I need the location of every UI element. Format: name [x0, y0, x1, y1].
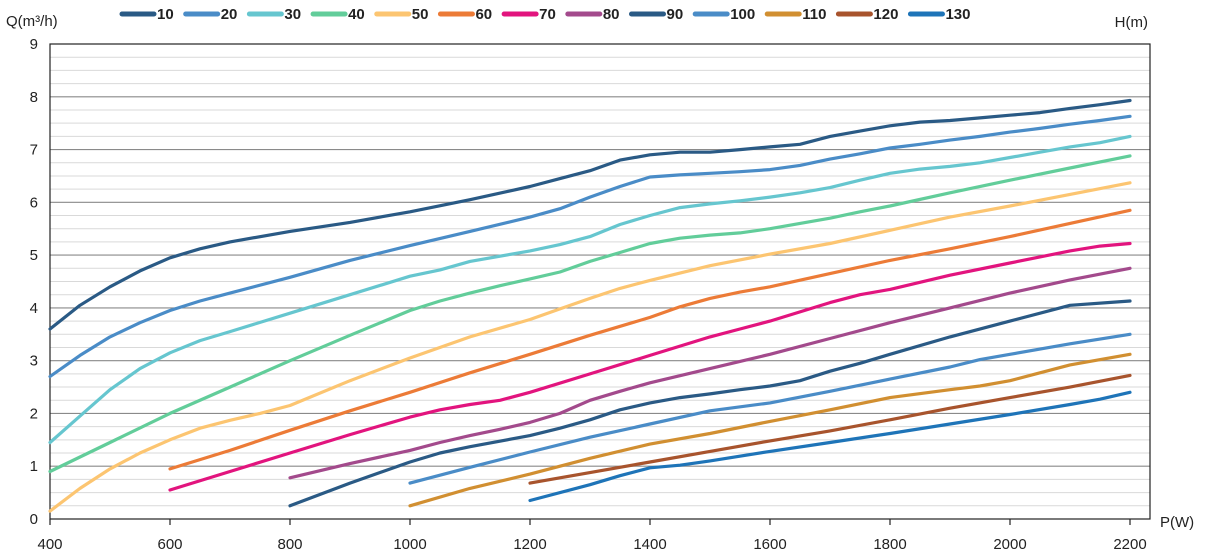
- series-line-20: [48, 114, 1132, 379]
- series-line-80: [288, 266, 1132, 480]
- minor-gridlines: [50, 56, 1150, 507]
- plot-frame: [49, 43, 1151, 520]
- legend-label: 90: [667, 6, 684, 23]
- legend-item-80: 80: [565, 6, 620, 23]
- y-tick-label: 9: [30, 36, 38, 53]
- x-tick-label: 1200: [513, 536, 546, 553]
- legend-label: 20: [221, 6, 238, 23]
- series-line-90: [288, 299, 1132, 508]
- series-line-130: [528, 390, 1132, 503]
- legend-label: 50: [412, 6, 429, 23]
- y-tick-label: 7: [30, 142, 38, 159]
- legend-label: 110: [802, 6, 826, 23]
- legend-item-100: 100: [692, 6, 755, 23]
- legend-title: H(m): [1115, 14, 1148, 31]
- y-tick-label: 0: [30, 511, 38, 528]
- series-line-110: [408, 352, 1132, 508]
- x-tick-label: 1600: [753, 536, 786, 553]
- y-tick-label: 4: [30, 300, 38, 317]
- legend: 10 20 30 40 50 60 70 80 90 100 110 120 130: [119, 6, 970, 23]
- legend-item-90: 90: [629, 6, 684, 23]
- legend-label: 30: [284, 6, 301, 23]
- x-tick-labels: 400 600 800 1000 1200 1400 1600 1800 2000 2200: [37, 519, 1147, 553]
- series-line-120: [528, 373, 1132, 485]
- legend-item-130: 130: [907, 6, 970, 23]
- legend-item-120: 120: [835, 6, 898, 23]
- legend-item-110: 110: [764, 6, 826, 23]
- x-tick-label: 2200: [1113, 536, 1146, 553]
- series-line-40: [48, 154, 1132, 474]
- x-tick-label: 600: [157, 536, 182, 553]
- legend-item-10: 10: [119, 6, 174, 23]
- legend-item-50: 50: [374, 6, 429, 23]
- legend-label: 100: [730, 6, 755, 23]
- x-tick-label: 800: [277, 536, 302, 553]
- y-tick-label: 5: [30, 247, 38, 264]
- legend-label: 70: [539, 6, 556, 23]
- x-tick-label: 1000: [393, 536, 426, 553]
- legend-label: 40: [348, 6, 365, 23]
- series-line-100: [408, 332, 1132, 485]
- y-tick-label: 1: [30, 458, 38, 475]
- legend-item-40: 40: [310, 6, 365, 23]
- legend-item-70: 70: [501, 6, 556, 23]
- legend-item-60: 60: [437, 6, 492, 23]
- legend-label: 80: [603, 6, 620, 23]
- y-tick-labels: 0 1 2 3 4 5 6 7 8 9: [30, 36, 38, 528]
- x-axis-label: P(W): [1160, 514, 1194, 531]
- y-tick-label: 3: [30, 353, 38, 370]
- x-tick-label: 1800: [873, 536, 906, 553]
- series-line-30: [48, 134, 1132, 445]
- x-tick-label: 1400: [633, 536, 666, 553]
- x-tick-label: 2000: [993, 536, 1026, 553]
- y-tick-label: 8: [30, 89, 38, 106]
- legend-item-20: 20: [183, 6, 238, 23]
- legend-label: 130: [945, 6, 970, 23]
- series-line-60: [168, 208, 1132, 471]
- series-lines: [48, 98, 1132, 513]
- legend-item-30: 30: [246, 6, 301, 23]
- y-tick-label: 6: [30, 194, 38, 211]
- legend-label: 60: [475, 6, 492, 23]
- series-line-70: [168, 241, 1132, 492]
- series-line-50: [48, 181, 1132, 513]
- y-axis-label: Q(m³/h): [6, 13, 58, 30]
- series-line-10: [48, 98, 1132, 331]
- legend-label: 10: [157, 6, 174, 23]
- y-tick-label: 2: [30, 405, 38, 422]
- legend-label: 120: [873, 6, 898, 23]
- x-tick-label: 400: [37, 536, 62, 553]
